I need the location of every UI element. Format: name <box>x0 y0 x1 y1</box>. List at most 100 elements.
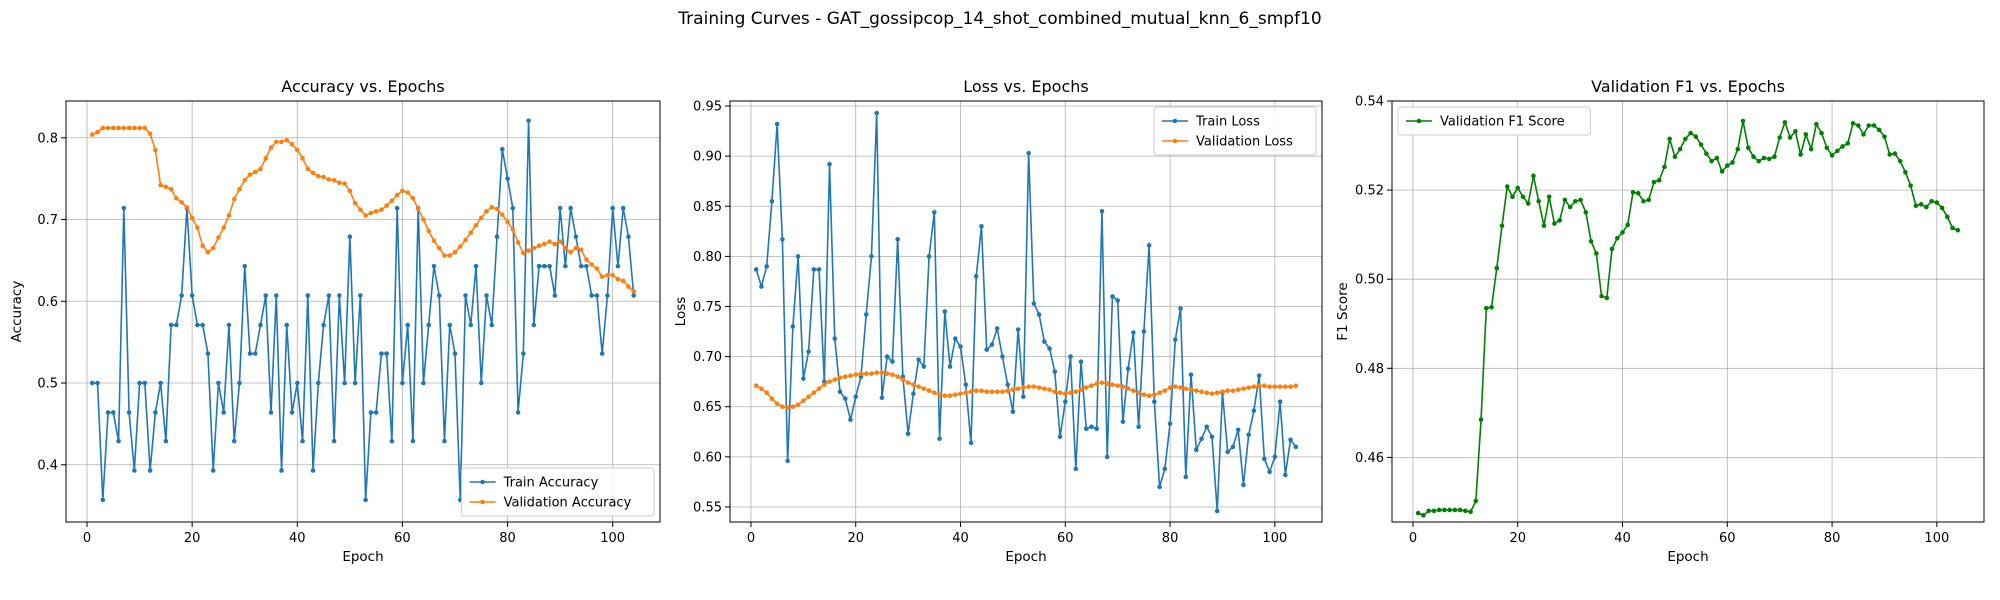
data-point <box>1136 424 1141 430</box>
data-point <box>132 468 137 473</box>
data-point <box>400 380 405 386</box>
data-point <box>1141 329 1147 334</box>
data-point <box>337 180 342 186</box>
data-point <box>589 262 594 267</box>
data-point <box>1256 383 1262 388</box>
data-point <box>874 370 879 375</box>
data-point <box>1447 507 1452 513</box>
data-point <box>1031 384 1037 389</box>
data-point <box>142 125 148 131</box>
data-point <box>379 351 384 356</box>
data-point <box>89 132 95 137</box>
data-point <box>615 263 621 269</box>
data-point <box>1567 204 1573 210</box>
data-point <box>500 146 505 152</box>
data-point <box>1225 449 1230 455</box>
data-point <box>1835 148 1840 154</box>
data-point <box>373 410 379 415</box>
data-point <box>1672 154 1678 159</box>
data-point <box>1110 382 1115 387</box>
data-point <box>890 359 895 364</box>
data-point <box>105 410 111 415</box>
data-point <box>1594 251 1599 256</box>
data-point <box>95 380 100 386</box>
x-axis-label: Epoch <box>342 549 383 565</box>
data-point <box>764 264 769 269</box>
data-point <box>489 204 495 210</box>
data-point <box>547 239 552 244</box>
data-point <box>415 206 421 212</box>
data-point <box>1288 437 1293 443</box>
data-point <box>1094 426 1100 432</box>
data-point <box>1057 390 1063 395</box>
data-point <box>610 272 615 278</box>
data-point <box>421 380 426 386</box>
data-point <box>1199 389 1204 394</box>
legend-label: Validation F1 Score <box>1440 115 1565 130</box>
data-point <box>352 380 358 386</box>
data-point <box>1099 380 1105 385</box>
data-point <box>942 393 948 399</box>
data-point <box>1557 218 1562 223</box>
data-point <box>200 243 205 248</box>
data-point <box>210 245 216 251</box>
data-point <box>300 438 305 444</box>
data-point <box>363 497 368 503</box>
data-point <box>1262 383 1267 388</box>
data-point <box>1183 474 1189 480</box>
data-point <box>352 200 358 206</box>
plot-frame <box>65 100 661 523</box>
data-point <box>1015 386 1021 391</box>
data-point <box>331 438 337 444</box>
data-point <box>774 401 780 407</box>
data-point <box>284 137 290 143</box>
data-point <box>379 207 384 213</box>
data-point <box>973 274 979 279</box>
data-point <box>305 293 311 298</box>
data-point <box>858 371 864 376</box>
data-point <box>505 176 510 181</box>
data-point <box>389 198 395 204</box>
data-point <box>1740 118 1746 124</box>
data-point <box>431 238 437 244</box>
data-point <box>410 438 416 444</box>
data-point <box>1083 426 1089 432</box>
data-point <box>584 257 589 262</box>
data-point <box>389 438 395 444</box>
data-point <box>121 125 127 131</box>
data-point <box>1089 424 1094 430</box>
y-tick-label: 0.55 <box>693 500 722 515</box>
data-point <box>1235 427 1241 433</box>
data-point <box>294 147 300 153</box>
data-point <box>1099 208 1105 214</box>
data-point <box>284 322 290 328</box>
data-point <box>1267 384 1272 389</box>
data-point <box>426 228 432 234</box>
series-line <box>1417 119 1959 517</box>
data-point <box>563 245 568 251</box>
data-point <box>168 322 174 328</box>
data-point <box>1609 246 1615 252</box>
y-tick-label: 0.60 <box>693 450 722 465</box>
x-tick-label: 60 <box>1057 531 1074 546</box>
data-point <box>457 244 463 249</box>
plot-frame <box>729 100 1323 523</box>
data-point <box>137 380 142 386</box>
data-point <box>599 351 605 356</box>
data-point <box>1751 154 1756 159</box>
data-point <box>1442 507 1447 513</box>
x-tick-label: 0 <box>83 531 91 546</box>
data-point <box>584 263 589 269</box>
y-tick-label: 0.48 <box>1355 362 1384 377</box>
data-point <box>573 234 579 240</box>
legend-label: Train Loss <box>1195 115 1260 130</box>
data-point <box>273 139 279 145</box>
data-point <box>342 181 347 186</box>
data-point <box>1125 386 1131 391</box>
data-point <box>1115 298 1120 303</box>
data-point <box>979 388 984 393</box>
data-point <box>310 170 316 176</box>
data-point <box>216 235 221 240</box>
data-point <box>994 389 1000 394</box>
data-point <box>510 205 516 211</box>
